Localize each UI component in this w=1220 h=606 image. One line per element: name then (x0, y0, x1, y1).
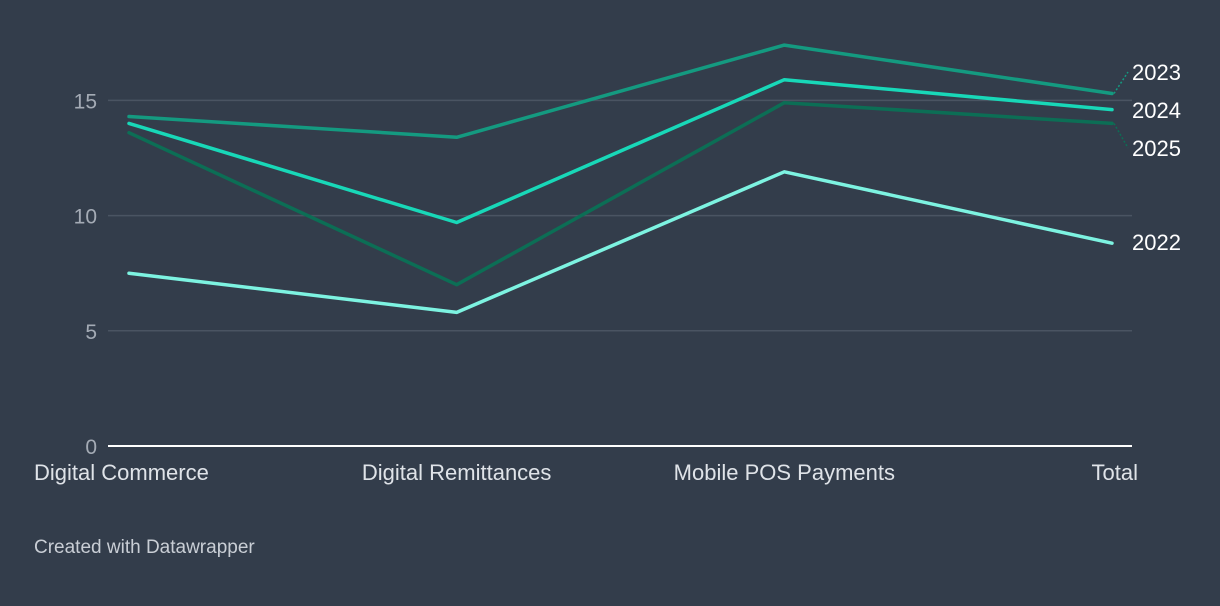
label-leader-2025 (1113, 123, 1129, 149)
series-label-2022: 2022 (1132, 230, 1181, 255)
y-tick-label: 5 (85, 321, 97, 344)
series-lines (127, 43, 1114, 315)
y-tick-label: 15 (74, 90, 97, 113)
datawrapper-credit: Created with Datawrapper (34, 537, 255, 558)
gridlines (108, 99, 1132, 447)
series-label-2023: 2023 (1132, 60, 1181, 85)
series-line-2023 (127, 43, 1114, 140)
x-axis-categories: Digital Commerce Digital Remittances Mobil… (34, 460, 1138, 485)
x-category-label: Mobile POS Payments (674, 460, 895, 485)
y-axis-ticks: 0 5 10 15 (74, 90, 97, 459)
label-leader-2023 (1113, 71, 1129, 94)
series-line-2022 (127, 170, 1114, 315)
y-tick-label: 0 (85, 436, 97, 459)
series-line-2024 (127, 77, 1114, 225)
x-category-label: Digital Remittances (362, 460, 552, 485)
x-category-label: Digital Commerce (34, 460, 209, 485)
series-label-2024: 2024 (1132, 98, 1181, 123)
series-labels: 2022 2023 2024 2025 (1113, 60, 1181, 255)
x-category-label: Total (1092, 460, 1138, 485)
series-label-2025: 2025 (1132, 136, 1181, 161)
series-line-2025 (127, 100, 1114, 287)
y-tick-label: 10 (74, 206, 97, 229)
